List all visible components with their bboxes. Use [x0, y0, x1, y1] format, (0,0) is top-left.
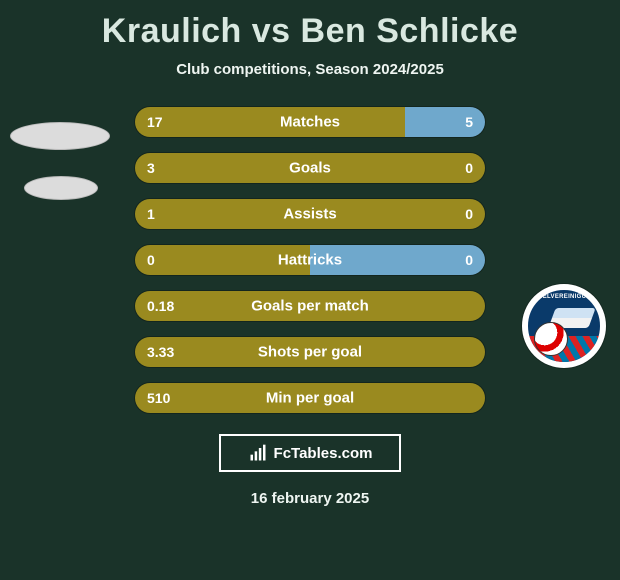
stat-value-left: 0.18	[147, 298, 174, 314]
date-text: 16 february 2025	[0, 490, 620, 507]
subtitle: Club competitions, Season 2024/2025	[0, 61, 620, 78]
content-area: SPIELVEREINIGUNG 17 5 Matches 3 0 Goals 1 0 Assi…	[0, 106, 620, 507]
stat-value-left: 3	[147, 160, 155, 176]
brand-box[interactable]: FcTables.com	[219, 434, 401, 472]
stat-value-left: 0	[147, 252, 155, 268]
brand-text: FcTables.com	[274, 445, 373, 462]
stat-label: Shots per goal	[258, 344, 362, 361]
stat-bar-left-fill	[135, 107, 405, 137]
chart-icon	[248, 443, 268, 463]
stat-label: Goals	[289, 160, 331, 177]
stat-bar: 0.18 Goals per match	[134, 290, 486, 322]
stat-bar: 0 0 Hattricks	[134, 244, 486, 276]
stats-bars: 17 5 Matches 3 0 Goals 1 0 Assists 0 0 Hattricks 0.1…	[134, 106, 486, 414]
stat-value-right: 5	[465, 114, 473, 130]
stat-label: Matches	[280, 114, 340, 131]
stat-label: Goals per match	[251, 298, 369, 315]
stat-label: Hattricks	[278, 252, 342, 269]
crest-ball-icon	[534, 322, 568, 356]
stat-bar: 3.33 Shots per goal	[134, 336, 486, 368]
stat-value-right: 0	[465, 160, 473, 176]
stat-value-left: 17	[147, 114, 163, 130]
stat-bar: 1 0 Assists	[134, 198, 486, 230]
crest-top-text: SPIELVEREINIGUNG	[528, 294, 600, 300]
stat-value-left: 3.33	[147, 344, 174, 360]
stat-value-right: 0	[465, 206, 473, 222]
stat-value-right: 0	[465, 252, 473, 268]
stat-value-left: 510	[147, 390, 170, 406]
club-crest: SPIELVEREINIGUNG	[522, 284, 606, 368]
stat-bar: 17 5 Matches	[134, 106, 486, 138]
stat-label: Min per goal	[266, 390, 354, 407]
placeholder-ellipse	[24, 176, 98, 200]
stat-bar: 3 0 Goals	[134, 152, 486, 184]
stat-value-left: 1	[147, 206, 155, 222]
stat-bar: 510 Min per goal	[134, 382, 486, 414]
placeholder-ellipse	[10, 122, 110, 150]
page-title: Kraulich vs Ben Schlicke	[0, 0, 620, 51]
stat-label: Assists	[283, 206, 336, 223]
